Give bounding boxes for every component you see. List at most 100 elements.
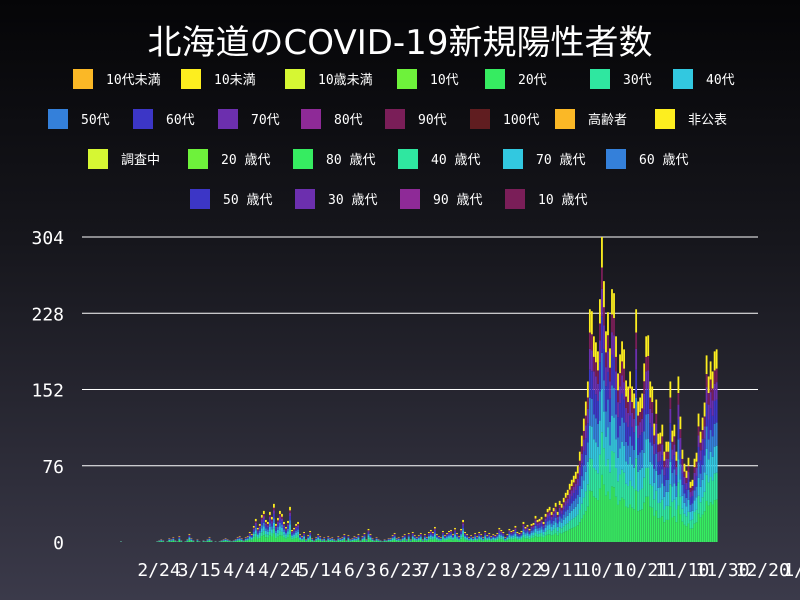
bar-segment [347, 538, 350, 540]
bar-segment [319, 538, 322, 540]
bar-segment [369, 540, 372, 542]
bar-segment [361, 538, 364, 540]
bar-segment [258, 528, 261, 531]
bar-segment [500, 531, 503, 532]
bar-segment [641, 393, 644, 409]
bar-segment [456, 535, 458, 537]
bar-segment [635, 332, 638, 349]
bar-segment [574, 498, 577, 507]
bar-segment [514, 528, 517, 531]
bar-segment [474, 533, 477, 535]
bar-segment [480, 536, 483, 538]
bar-segment [657, 433, 660, 445]
bar-segment [599, 362, 601, 392]
bar-segment [566, 509, 569, 516]
bar-segment [560, 507, 563, 511]
bar-segment [570, 503, 573, 511]
bar-segment [401, 538, 404, 540]
bar-segment [592, 356, 595, 372]
x-tick-label: 10/21 [615, 560, 669, 581]
bar-segment [178, 535, 181, 537]
bar-segment [299, 537, 301, 540]
bar-segment [317, 537, 320, 540]
bar-segment [450, 539, 452, 542]
bar-segment [411, 539, 414, 542]
bar-segment [504, 539, 507, 541]
bar-segment [291, 537, 293, 540]
bar-segment [629, 371, 632, 389]
bar-segment [548, 524, 551, 530]
bar-segment [256, 530, 259, 532]
legend-swatch [505, 189, 525, 209]
bar-segment [168, 541, 171, 542]
bar-segment [540, 519, 543, 522]
bar-segment [468, 536, 471, 538]
bar-segment [625, 422, 627, 442]
bar-segment [532, 527, 535, 531]
bar-segment [506, 540, 509, 542]
bar-segment [512, 531, 515, 532]
bar-segment [436, 533, 438, 535]
bar-segment [498, 530, 501, 532]
bar-segment [454, 529, 456, 531]
bar-segment [643, 363, 646, 382]
bar-segment [448, 539, 450, 542]
bar-segment [621, 417, 623, 442]
bar-segment [297, 527, 299, 530]
bar-segment [514, 527, 517, 529]
bar-segment [580, 463, 583, 477]
bar-segment [635, 425, 638, 459]
bar-segment [586, 506, 589, 542]
bar-segment [586, 461, 589, 485]
bar-segment [252, 538, 255, 542]
bar-segment [510, 533, 513, 536]
bar-segment [570, 495, 573, 504]
bar-segment [544, 527, 547, 532]
bar-segment [627, 507, 629, 542]
bar-segment [273, 507, 275, 511]
bar-segment [560, 533, 563, 542]
bar-segment [701, 464, 704, 480]
bar-segment [508, 535, 511, 538]
bar-segment [615, 439, 617, 468]
bar-segment [597, 400, 599, 424]
bar-segment [679, 449, 682, 465]
bar-segment [236, 540, 239, 541]
bar-segment [625, 407, 627, 423]
bar-segment [586, 442, 589, 462]
bar-segment [697, 477, 700, 496]
bar-segment [299, 533, 301, 535]
bar-segment [617, 437, 619, 458]
bar-segment [260, 536, 263, 542]
bar-segment [436, 536, 438, 538]
bar-segment [327, 537, 330, 539]
bar-segment [699, 473, 702, 487]
bar-segment [236, 539, 239, 541]
bar-segment [687, 472, 690, 480]
bar-segment [490, 535, 493, 537]
bar-segment [484, 532, 487, 533]
bar-segment [262, 514, 265, 517]
bar-segment [468, 540, 471, 542]
bar-segment [568, 498, 571, 506]
bar-segment [190, 540, 193, 542]
bar-segment [599, 454, 601, 489]
bar-segment [454, 533, 456, 535]
bar-segment [478, 534, 481, 536]
bar-segment [482, 540, 485, 542]
bar-segment [649, 408, 652, 424]
bar-segment [625, 396, 627, 408]
bar-segment [323, 540, 326, 541]
bar-segment [464, 539, 466, 542]
bar-segment [478, 531, 481, 533]
bar-segment [275, 528, 277, 531]
bar-segment [681, 458, 684, 466]
bar-segment [671, 517, 674, 542]
bar-segment [387, 541, 390, 542]
bar-segment [438, 537, 440, 539]
bar-segment [446, 534, 448, 536]
bar-segment [582, 465, 585, 481]
bar-segment [281, 516, 283, 519]
bar-segment [572, 508, 575, 519]
bar-segment [582, 514, 585, 542]
